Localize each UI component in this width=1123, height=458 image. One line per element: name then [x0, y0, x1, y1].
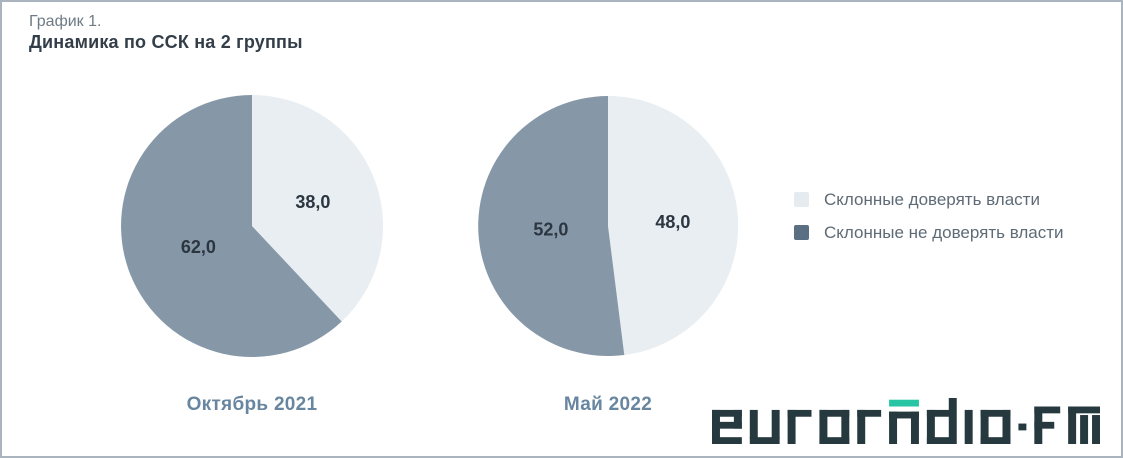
- legend-label: Склонные не доверять власти: [824, 222, 1064, 242]
- pie-chart-2: 48,0 52,0: [478, 95, 739, 356]
- pie-value-label: 52,0: [533, 220, 568, 240]
- pie-slice: [252, 95, 384, 322]
- pie-value-label: 38,0: [295, 192, 330, 212]
- pie-slice: [121, 95, 342, 358]
- legend-item: Склонные доверять власти: [794, 189, 1064, 209]
- page-title: Динамика по ССК на 2 группы: [29, 32, 303, 52]
- chart-number-label: График 1.: [29, 13, 102, 30]
- pie-category-label: Май 2022: [563, 394, 653, 415]
- legend: Склонные доверять власти Склонные не дове…: [794, 189, 1064, 257]
- pie-value-label: 62,0: [181, 237, 216, 257]
- euroradio-logo: [712, 398, 1100, 444]
- pie-chart-1: 38,0 62,0: [121, 95, 384, 358]
- legend-swatch-icon: [794, 225, 809, 240]
- euroradio-logo-image: [712, 398, 1100, 444]
- legend-item: Склонные не доверять власти: [794, 222, 1064, 242]
- pie-category-label: Октябрь 2021: [186, 394, 318, 415]
- pie-value-label: 48,0: [655, 212, 690, 232]
- legend-label: Склонные доверять власти: [824, 189, 1040, 209]
- pie-slice: [608, 95, 739, 356]
- pie-slice: [478, 96, 625, 356]
- legend-swatch-icon: [794, 192, 809, 207]
